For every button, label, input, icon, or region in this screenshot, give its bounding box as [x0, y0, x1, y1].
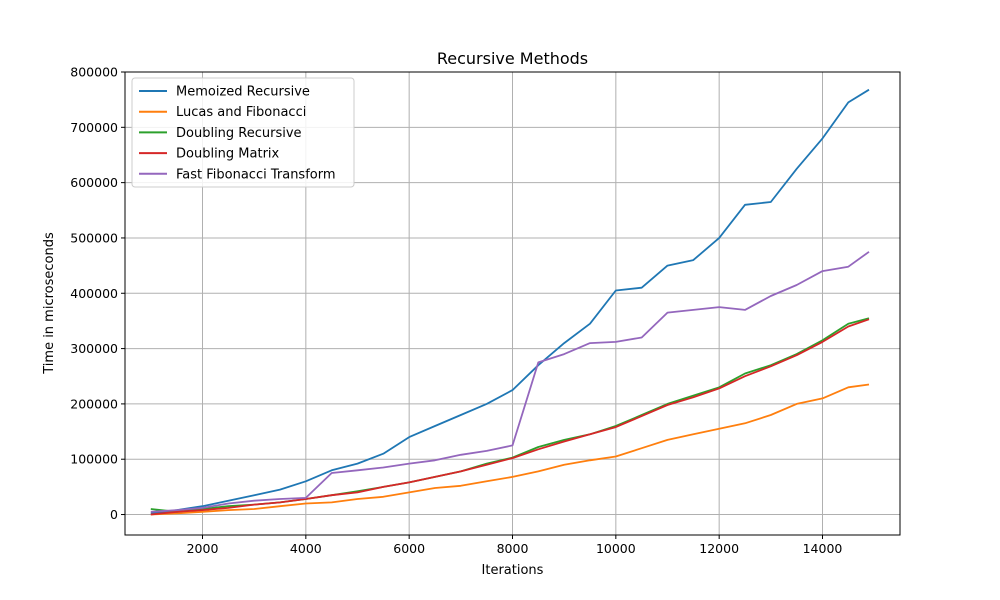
x-axis-title: Iterations — [482, 563, 544, 578]
x-tick-label: 14000 — [803, 541, 843, 556]
y-tick-label: 600000 — [70, 175, 118, 190]
grid — [125, 71, 900, 535]
y-tick-label: 800000 — [70, 65, 118, 80]
series-line-doubling-matrix — [150, 318, 870, 516]
legend-label: Doubling Recursive — [176, 126, 302, 141]
legend-label: Fast Fibonacci Transform — [176, 167, 336, 182]
x-tick-label: 10000 — [596, 541, 636, 556]
legend: Memoized Recursive Lucas and Fibonacci Dou… — [131, 77, 355, 188]
plot-lines — [150, 88, 870, 516]
chart-title: Recursive Methods — [437, 49, 588, 68]
y-tick-label: 700000 — [70, 120, 118, 135]
legend-label: Lucas and Fibonacci — [176, 105, 306, 120]
y-tick-label: 400000 — [70, 286, 118, 301]
y-tick-label: 500000 — [70, 230, 118, 245]
axis-ticks: 2000 4000 6000 8000 10000 12000 14000 0 100000 20… — [70, 65, 842, 557]
series-line-fast-fibonacci-transform — [150, 251, 870, 513]
y-tick-label: 300000 — [70, 341, 118, 356]
x-tick-label: 4000 — [290, 541, 322, 556]
x-tick-label: 12000 — [699, 541, 739, 556]
y-tick-label: 200000 — [70, 396, 118, 411]
legend-label: Memoized Recursive — [176, 85, 310, 100]
y-tick-label: 0 — [110, 507, 118, 522]
legend-box — [131, 77, 355, 188]
x-tick-label: 2000 — [187, 541, 219, 556]
x-tick-label: 6000 — [393, 541, 425, 556]
x-tick-label: 8000 — [497, 541, 529, 556]
y-axis-title: Time in microseconds — [42, 232, 57, 375]
legend-label: Doubling Matrix — [176, 147, 280, 162]
series-line-memoized-recursive — [150, 88, 870, 515]
series-line-lucas-and-fibonacci — [150, 383, 870, 516]
y-tick-label: 100000 — [70, 452, 118, 467]
